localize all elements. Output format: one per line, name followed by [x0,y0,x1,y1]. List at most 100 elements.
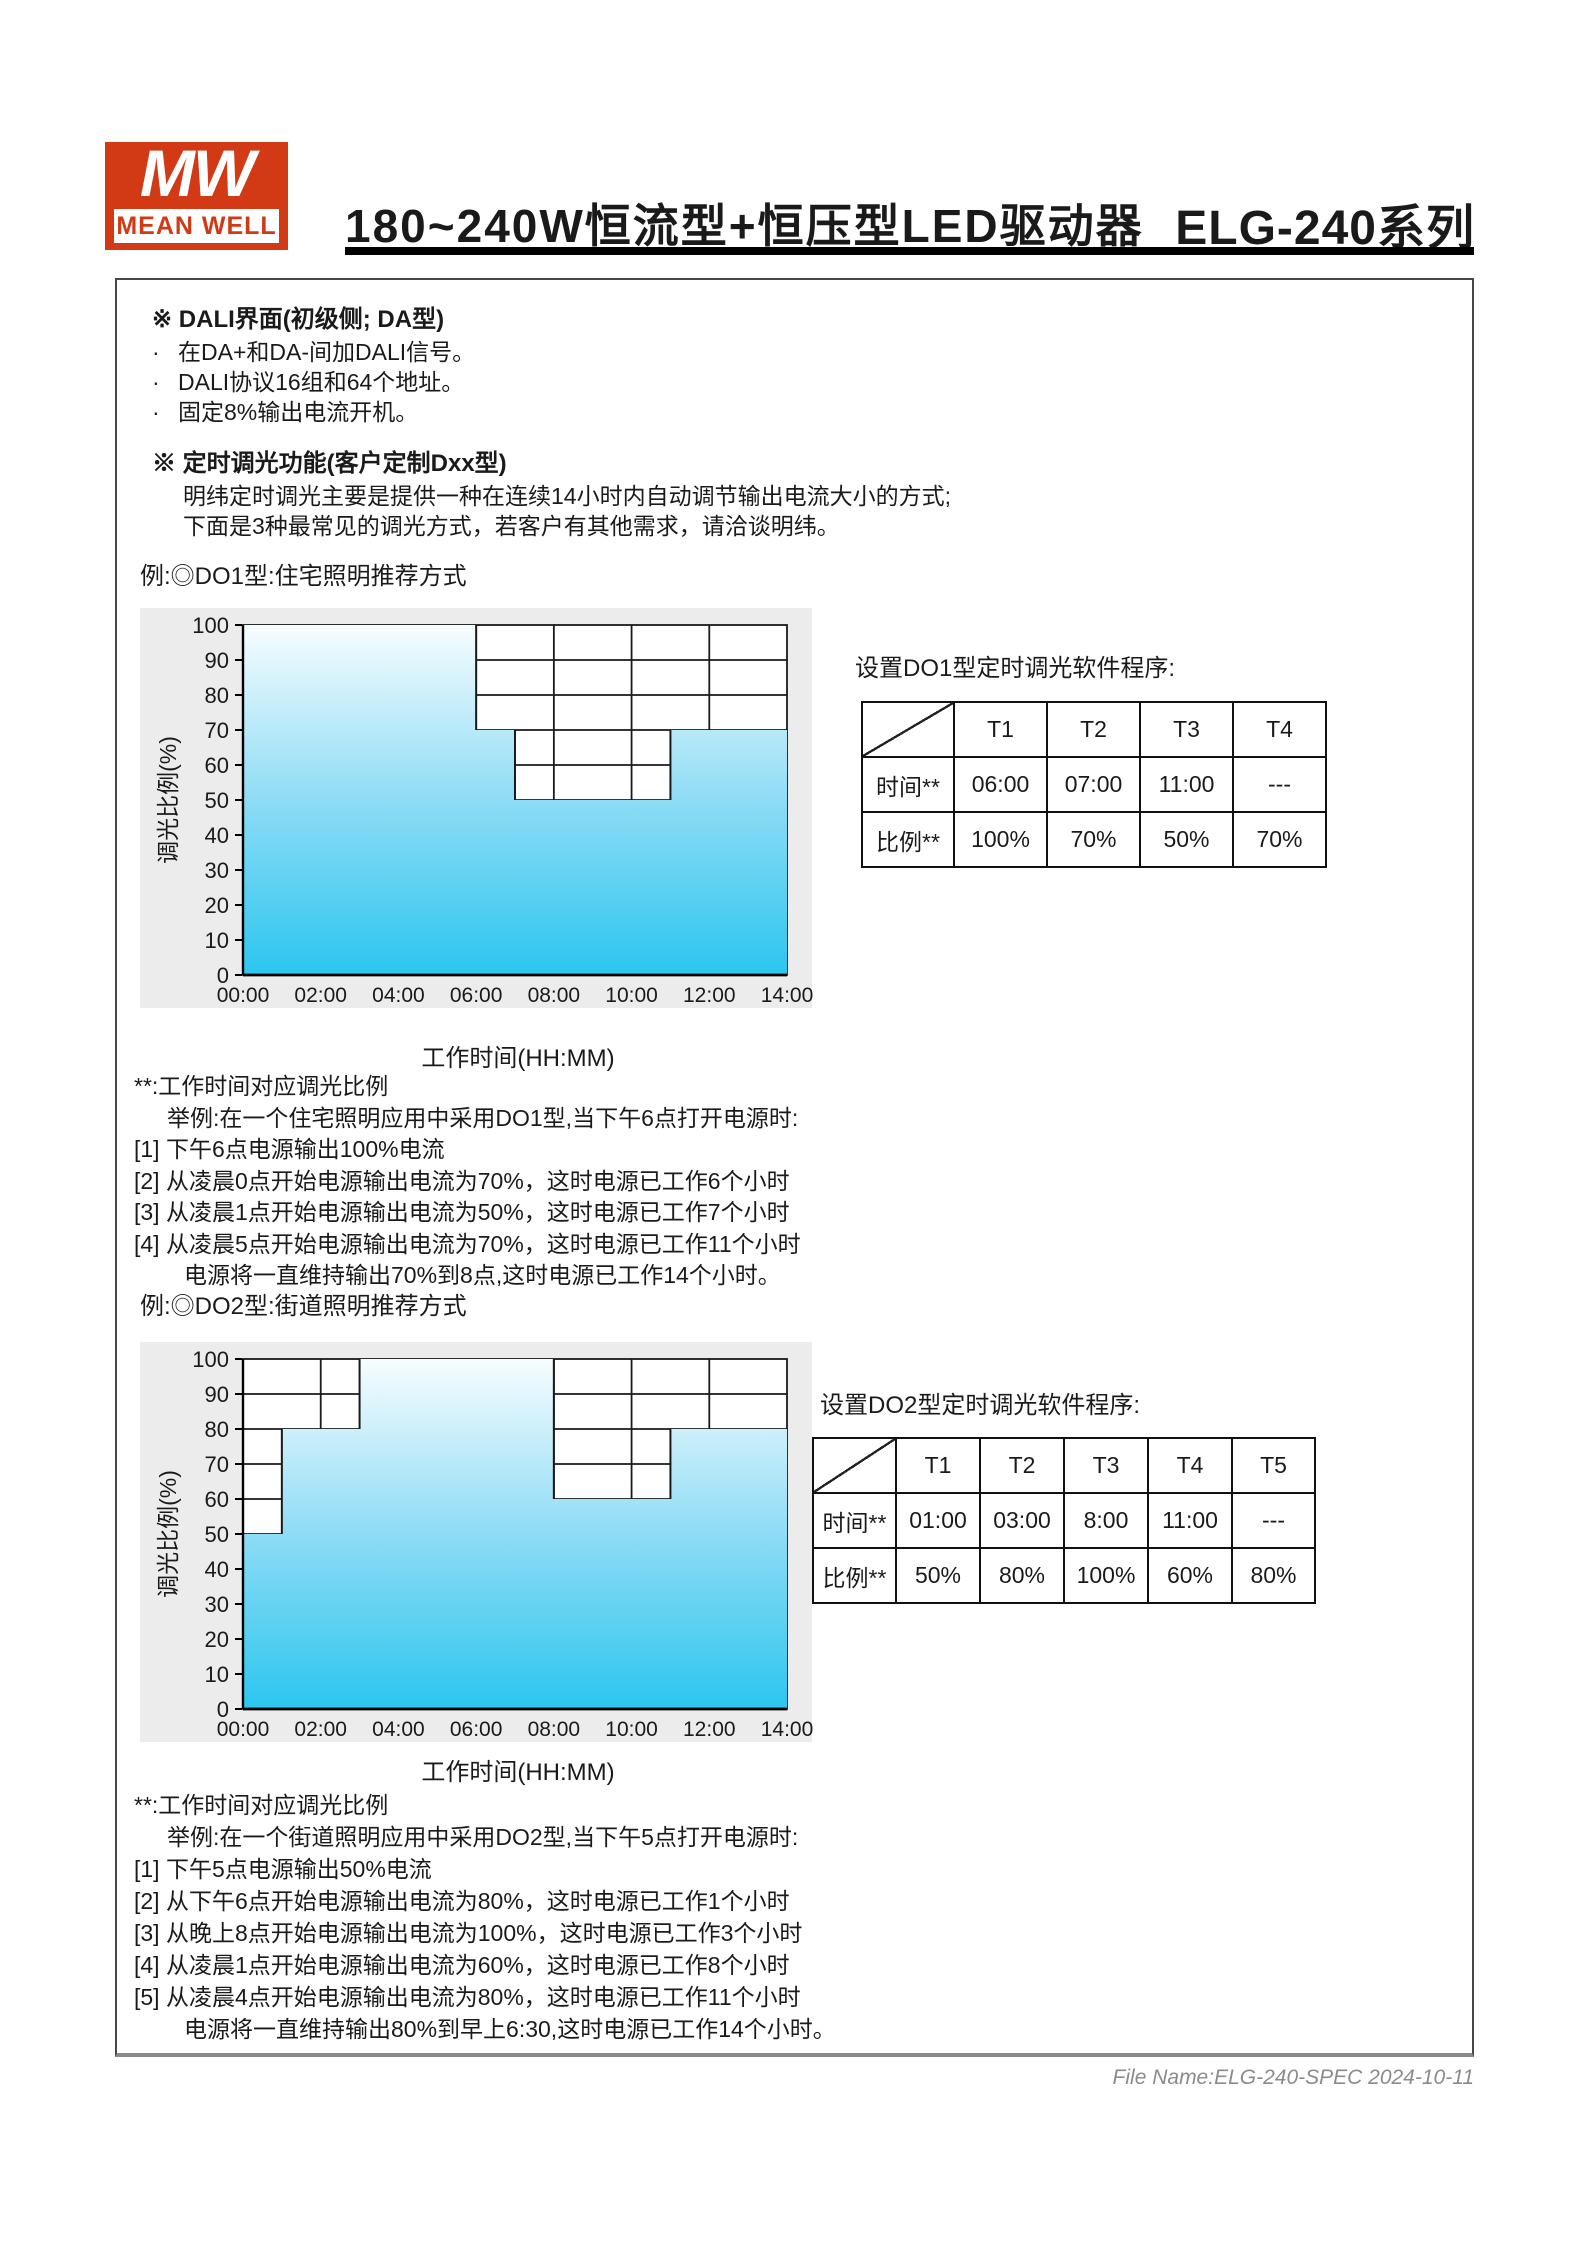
do1-chart-x-caption: 工作时间(HH:MM) [421,1045,615,1072]
table-header-cell: T2 [979,1437,1065,1494]
note-line: [2] 从凌晨0点开始电源输出电流为70%，这时电源已工作6个小时 [134,1167,790,1194]
series-title: ELG-240系列 [1175,202,1475,255]
table-header-cell: T3 [1063,1437,1149,1494]
diagonal-corner-cell [812,1437,897,1494]
svg-text:100: 100 [192,613,229,638]
diagonal-corner-cell [861,701,955,758]
timer-heading: ※ 定时调光功能(客户定制Dxx型) [152,450,507,477]
svg-text:10:00: 10:00 [605,984,658,1007]
do1-program-table: T1 T2 T3 T4 时间** 06:00 07:00 11:00 --- 比例** 100% 70… [861,701,1327,868]
page-title: 180~240W恒流型+恒压型LED驱动器 [345,200,1144,252]
table-cell: 07:00 [1046,756,1141,813]
do1-table-title: 设置DO1型定时调光软件程序: [855,655,1176,682]
table-cell: 100% [953,811,1048,868]
bullet-dot: · [152,399,160,425]
svg-text:12:00: 12:00 [683,984,736,1007]
svg-text:08:00: 08:00 [528,1718,581,1741]
table-row: 比例** 100% 70% 50% 70% [861,811,1327,868]
footer-file-name: File Name:ELG-240-SPEC 2024-10-11 [1112,2066,1474,2089]
table-header-cell: T4 [1232,701,1327,758]
svg-text:04:00: 04:00 [372,984,425,1007]
svg-text:80: 80 [205,683,229,708]
do1-notes: **:工作时间对应调光比例举例:在一个住宅照明应用中采用DO1型,当下午6点打开… [134,1071,801,1292]
svg-text:50: 50 [205,788,229,813]
svg-text:14:00: 14:00 [761,1718,814,1741]
svg-text:40: 40 [205,1557,229,1582]
table-cell: 50% [895,1547,981,1604]
table-cell: 70% [1046,811,1141,868]
svg-text:50: 50 [205,1522,229,1547]
do1-dimming-chart: 0 10 20 30 40 50 60 70 80 90 100 00:00 02:00 04:00 06:… [140,608,813,1008]
table-cell: 50% [1139,811,1234,868]
do1-example-label: 例:◎DO1型:住宅照明推荐方式 [140,563,467,590]
svg-text:02:00: 02:00 [294,1718,347,1741]
table-cell: 8:00 [1063,1492,1149,1549]
dali-heading: ※ DALI界面(初级侧; DA型) [152,306,445,333]
logo-mw-text: MW [139,136,255,210]
svg-text:60: 60 [205,1487,229,1512]
svg-text:10: 10 [205,1662,229,1687]
table-cell: 11:00 [1147,1492,1233,1549]
dali-bullet-item: · DALI协议16组和64个地址。 [152,367,475,397]
table-cell: 100% [1063,1547,1149,1604]
table-cell: 01:00 [895,1492,981,1549]
timer-description-line: 明纬定时调光主要是提供一种在连续14小时内自动调节输出电流大小的方式; [183,483,951,509]
table-row-label: 比例** [861,811,955,868]
svg-text:10:00: 10:00 [605,1718,658,1741]
dali-bullet-list: · 在DA+和DA-间加DALI信号。 · DALI协议16组和64个地址。 · 固定8%… [152,337,475,427]
do2-table-title: 设置DO2型定时调光软件程序: [820,1392,1141,1419]
svg-text:70: 70 [205,1452,229,1477]
svg-text:00:00: 00:00 [217,1718,270,1741]
svg-text:90: 90 [205,648,229,673]
svg-text:02:00: 02:00 [294,984,347,1007]
table-cell: 80% [1231,1547,1316,1604]
note-line: **:工作时间对应调光比例 [134,1073,389,1099]
svg-text:10: 10 [205,928,229,953]
table-header-row: T1 T2 T3 T4 T5 [812,1437,1316,1494]
svg-text:00:00: 00:00 [217,984,270,1007]
timer-dimming-section: ※ 定时调光功能(客户定制Dxx型) 明纬定时调光主要是提供一种在连续14小时内… [152,447,951,541]
svg-text:100: 100 [192,1347,229,1372]
table-cell: 06:00 [953,756,1048,813]
do2-program-table: T1 T2 T3 T4 T5 时间** 01:00 03:00 8:00 11:00 --- 比例**… [812,1437,1316,1604]
table-cell: 11:00 [1139,756,1234,813]
note-line: [4] 从凌晨1点开始电源输出电流为60%，这时电源已工作8个小时 [134,1952,790,1978]
svg-text:12:00: 12:00 [683,1718,736,1741]
table-cell: 70% [1232,811,1327,868]
note-line: [1] 下午5点电源输出50%电流 [134,1856,432,1882]
note-line: 电源将一直维持输出80%到早上6:30,这时电源已工作14个小时。 [184,2016,836,2042]
svg-text:20: 20 [205,893,229,918]
note-line: **:工作时间对应调光比例 [134,1792,389,1818]
svg-text:90: 90 [205,1382,229,1407]
table-row: 时间** 01:00 03:00 8:00 11:00 --- [812,1492,1316,1549]
note-line: 举例:在一个住宅照明应用中采用DO1型,当下午6点打开电源时: [167,1104,799,1131]
bullet-dot: · [152,339,160,365]
svg-text:40: 40 [205,823,229,848]
svg-text:30: 30 [205,1592,229,1617]
table-row-label: 比例** [812,1547,897,1604]
dali-bullet-item: · 固定8%输出电流开机。 [152,397,475,427]
dali-bullet-text: 在DA+和DA-间加DALI信号。 [178,339,476,365]
svg-text:06:00: 06:00 [450,1718,503,1741]
table-cell: --- [1232,756,1327,813]
dali-bullet-text: 固定8%输出电流开机。 [178,399,419,425]
note-line: 电源将一直维持输出70%到8点,这时电源已工作14个小时。 [184,1262,781,1288]
svg-text:调光比例(%): 调光比例(%) [155,736,181,864]
dali-section: ※ DALI界面(初级侧; DA型) · 在DA+和DA-间加DALI信号。 · DA… [152,303,475,427]
svg-text:30: 30 [205,858,229,883]
table-row-label: 时间** [861,756,955,813]
table-header-cell: T2 [1046,701,1141,758]
note-line: [4] 从凌晨5点开始电源输出电流为70%，这时电源已工作11个小时 [134,1230,801,1257]
svg-text:04:00: 04:00 [372,1718,425,1741]
timer-description-line: 下面是3种最常见的调光方式，若客户有其他需求，请洽谈明纬。 [183,513,840,539]
table-cell: 80% [979,1547,1065,1604]
svg-text:20: 20 [205,1627,229,1652]
note-line: 举例:在一个街道照明应用中采用DO2型,当下午5点打开电源时: [167,1824,799,1850]
table-row: 比例** 50% 80% 100% 60% 80% [812,1547,1316,1604]
table-header-cell: T5 [1231,1437,1316,1494]
svg-text:08:00: 08:00 [528,984,581,1007]
note-line: [3] 从凌晨1点开始电源输出电流为50%，这时电源已工作7个小时 [134,1199,790,1225]
table-header-cell: T3 [1139,701,1234,758]
table-header-cell: T1 [895,1437,981,1494]
table-cell: --- [1231,1492,1316,1549]
